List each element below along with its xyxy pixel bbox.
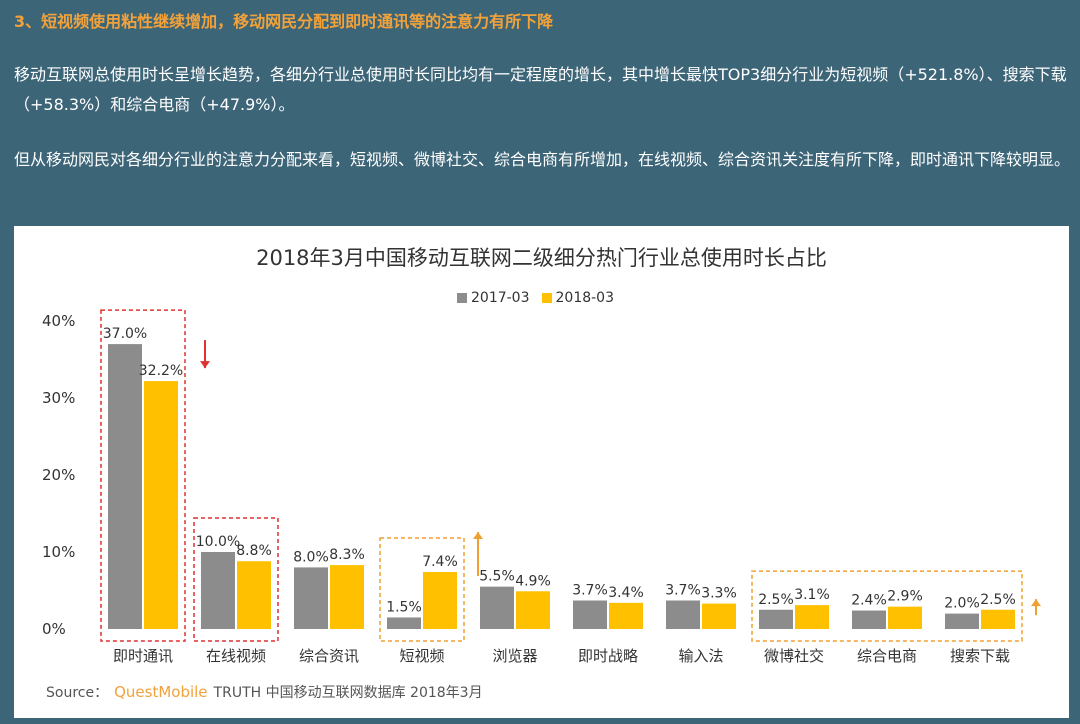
bar-2017-03	[108, 344, 142, 629]
value-label: 8.8%	[236, 543, 272, 559]
value-label: 5.5%	[479, 569, 515, 585]
source-brand: QuestMobile	[114, 683, 208, 701]
category-label: 即时战略	[578, 647, 638, 665]
y-tick-label: 0%	[42, 620, 66, 638]
value-label: 2.5%	[980, 592, 1016, 608]
value-label: 3.7%	[572, 583, 608, 599]
bar-2017-03	[945, 613, 979, 629]
highlight-box-decline	[193, 517, 279, 642]
y-tick-label: 10%	[42, 543, 75, 561]
bar-2018-03	[330, 565, 364, 629]
legend-item-2017: 2017-03	[457, 290, 530, 306]
up-arrow-icon-head	[1031, 599, 1041, 607]
bar-2017-03	[666, 600, 700, 629]
y-tick-label: 30%	[42, 389, 75, 407]
y-tick-label: 40%	[42, 312, 75, 330]
chart-title: 2018年3月中国移动互联网二级细分热门行业总使用时长占比	[256, 246, 827, 270]
highlight-box-decline	[100, 309, 186, 642]
chart-panel: 0% 10% 20% 30% 40% 37.0% 32.2% 即时通讯 10.0% 8.8% 在线视…	[14, 226, 1069, 718]
value-label: 32.2%	[139, 363, 183, 379]
bar-2017-03	[201, 552, 235, 629]
category-label: 搜索下载	[950, 647, 1010, 665]
category-label: 在线视频	[206, 647, 266, 665]
source-note: Source： QuestMobile TRUTH 中国移动互联网数据库 201…	[46, 682, 483, 702]
bar-2018-03	[981, 609, 1015, 629]
legend-label-2017: 2017-03	[471, 290, 530, 306]
category-label: 即时通讯	[113, 647, 173, 665]
up-arrow-icon-head	[473, 532, 483, 540]
legend-swatch-2018	[541, 293, 552, 303]
category-label: 综合资讯	[299, 647, 359, 665]
category-label: 输入法	[678, 647, 723, 665]
bar-2017-03	[573, 600, 607, 629]
section-title: 3、短视频使用粘性继续增加，移动网民分配到即时通讯等的注意力有所下降	[14, 12, 554, 31]
value-label: 3.1%	[794, 587, 830, 603]
bar-2017-03	[387, 617, 421, 629]
value-label: 2.0%	[944, 596, 980, 612]
paragraph-growth: 移动互联网总使用时长呈增长趋势，各细分行业总使用时长同比均有一定程度的增长，其中…	[14, 65, 1067, 114]
value-label: 8.0%	[293, 549, 329, 565]
bar-2017-03	[759, 609, 793, 629]
bar-2018-03	[795, 605, 829, 629]
bar-2018-03	[144, 381, 178, 629]
legend-label-2018: 2018-03	[555, 290, 615, 306]
bar-2018-03	[888, 606, 922, 629]
source-prefix: Source：	[46, 685, 109, 701]
bar-chart: 0% 10% 20% 30% 40% 37.0% 32.2% 即时通讯 10.0%8.8% 在线视…	[42, 309, 1041, 665]
bar-2018-03	[516, 591, 550, 629]
value-label: 2.4%	[851, 593, 887, 609]
category-label: 综合电商	[857, 647, 917, 665]
value-label: 3.4%	[608, 585, 644, 601]
value-label: 8.3%	[329, 547, 365, 563]
value-label: 3.7%	[665, 583, 701, 599]
category-label: 短视频	[399, 647, 444, 665]
bar-2017-03	[480, 586, 514, 629]
category-label: 浏览器	[492, 647, 537, 665]
paragraph-attention: 但从移动网民对各细分行业的注意力分配来看，短视频、微博社交、综合电商有所增加，在…	[14, 150, 1071, 169]
value-label: 3.3%	[701, 586, 737, 602]
value-label: 7.4%	[422, 554, 458, 570]
value-label: 10.0%	[196, 534, 240, 550]
value-label: 2.5%	[758, 592, 794, 608]
highlight-box-growth	[379, 537, 465, 642]
bar-2018-03	[237, 561, 271, 629]
y-tick-label: 20%	[42, 466, 75, 484]
bar-2018-03	[609, 602, 643, 629]
value-label: 2.9%	[887, 589, 923, 605]
bar-2017-03	[852, 610, 886, 629]
legend-swatch-2017	[457, 293, 467, 303]
value-label: 4.9%	[515, 573, 551, 589]
value-label: 37.0%	[103, 326, 147, 342]
chart-legend: 2017-03 2018-03	[457, 290, 614, 306]
source-text: TRUTH 中国移动互联网数据库 2018年3月	[213, 685, 483, 701]
highlight-box-growth	[751, 570, 1023, 642]
category-label: 微博社交	[764, 647, 824, 665]
down-arrow-icon-head	[200, 361, 210, 369]
bar-2018-03	[702, 603, 736, 629]
value-label: 1.5%	[386, 599, 422, 615]
bar-2018-03	[423, 572, 457, 629]
legend-item-2018: 2018-03	[541, 290, 615, 306]
bar-2017-03	[294, 567, 328, 629]
